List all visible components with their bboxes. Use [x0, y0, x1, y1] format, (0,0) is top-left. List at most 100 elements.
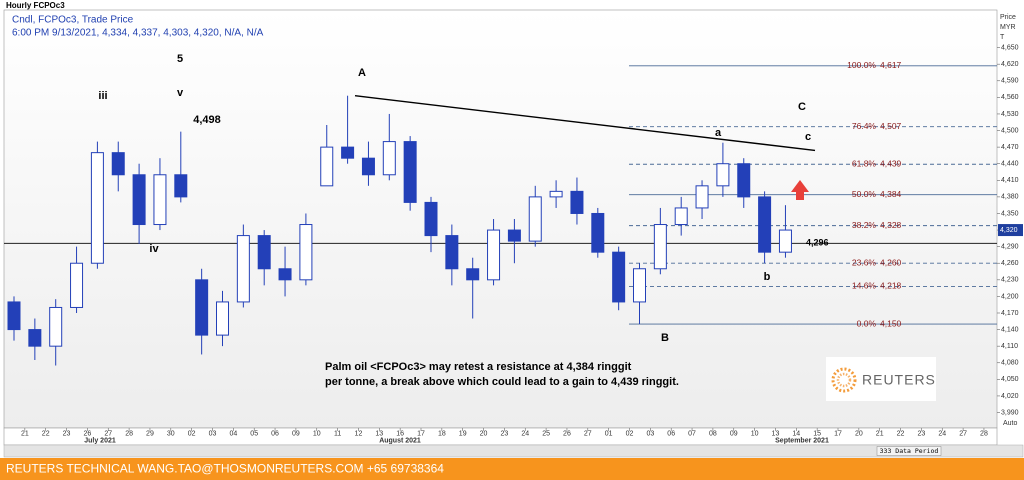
candle-body: [320, 146, 334, 187]
y-tick-label: 4,440: [1001, 161, 1019, 168]
wave-label: v: [177, 87, 184, 99]
candle-body: [236, 235, 250, 303]
wave-label: 4,498: [193, 114, 221, 126]
fib-percent: 14.6%: [852, 281, 877, 291]
x-tick-label: 26: [563, 430, 571, 437]
x-tick-label: 01: [605, 430, 613, 437]
fib-percent: 38.2%: [852, 220, 877, 230]
x-tick-label: 24: [938, 430, 946, 437]
x-tick-label: 18: [438, 430, 446, 437]
x-tick-label: 06: [667, 430, 675, 437]
candle-body: [633, 268, 646, 303]
candle-body: [445, 235, 459, 270]
fib-percent: 100.0%: [847, 60, 876, 70]
fib-percent: 61.8%: [852, 159, 877, 169]
wave-label: A: [358, 67, 366, 79]
y-tick-label: 4,050: [1001, 376, 1019, 383]
x-tick-label: 11: [334, 430, 341, 437]
wave-label: a: [715, 127, 722, 139]
y-tick-label: 4,500: [1001, 127, 1019, 134]
price-info: 6:00 PM 9/13/2021, 4,334, 4,337, 4,303, …: [12, 28, 264, 39]
candle-body: [111, 152, 125, 176]
candle-body: [278, 268, 292, 281]
x-tick-label: 23: [501, 430, 509, 437]
candle-body: [195, 279, 209, 336]
fib-value: 4,150: [880, 318, 902, 328]
y-tick-label: 4,140: [1001, 326, 1019, 333]
chart-title: Hourly FCPOc3: [6, 1, 65, 10]
y-tick-label: 4,560: [1001, 94, 1019, 101]
footer: REUTERS TECHNICAL WANG.TAO@THOSMONREUTER…: [6, 462, 444, 476]
fib-value: 4,439: [880, 159, 902, 169]
y-tick-label: 4,380: [1001, 194, 1019, 201]
month-label: July 2021: [84, 437, 116, 444]
candle-body: [7, 301, 21, 331]
x-tick-label: 28: [980, 430, 988, 437]
x-tick-label: 22: [42, 430, 50, 437]
y-tick-label: 4,350: [1001, 210, 1019, 217]
x-tick-label: 23: [63, 430, 71, 437]
y-tick-label: 4,470: [1001, 144, 1019, 151]
fib-value: 4,507: [880, 121, 902, 131]
logo-mark: [831, 367, 857, 393]
candle-body: [737, 163, 751, 198]
logo: REUTERS: [826, 357, 936, 401]
y-tick-label: 4,230: [1001, 277, 1019, 284]
candle-body: [674, 207, 688, 226]
chart-subtitle: Cndl, FCPOc3, Trade Price: [12, 15, 134, 26]
y-tick-label: 3,990: [1001, 409, 1019, 416]
candle-body: [153, 174, 167, 226]
y-label: Price: [1000, 14, 1016, 21]
x-tick-label: 13: [772, 430, 780, 437]
candle-body: [487, 229, 501, 281]
data-period: 333 Data Period: [880, 447, 939, 455]
current-price-box: [998, 224, 1023, 237]
candle-body: [549, 190, 563, 198]
x-tick-label: 05: [250, 430, 258, 437]
x-tick-label: 14: [792, 430, 800, 437]
fib-value: 4,260: [880, 257, 902, 267]
current-price-label: 4,320: [1000, 227, 1018, 234]
candle-body: [70, 262, 84, 308]
candle-body: [90, 152, 104, 264]
wave-label: iii: [98, 90, 107, 102]
logo-box: [826, 357, 936, 401]
support-label: 4,296: [806, 238, 829, 248]
note: per tonne, a break above which could lea…: [325, 376, 679, 388]
x-tick-label: 08: [709, 430, 717, 437]
y-tick-label: 4,020: [1001, 393, 1019, 400]
x-tick-label: 09: [730, 430, 738, 437]
month-label: August 2021: [379, 437, 421, 444]
x-tick-label: 16: [396, 430, 404, 437]
wave-label: 5: [177, 53, 183, 65]
fib-percent: 0.0%: [857, 318, 877, 328]
candle-body: [299, 224, 313, 281]
x-tick-label: 28: [125, 430, 133, 437]
wave-label: B: [661, 332, 669, 344]
y-tick-label: 4,110: [1001, 343, 1018, 350]
y-label: MYR: [1000, 24, 1016, 31]
x-tick-label: 04: [229, 430, 237, 437]
x-tick-label: 22: [897, 430, 905, 437]
candle-body: [466, 268, 480, 281]
candle-body: [341, 146, 355, 159]
candle-body: [174, 174, 188, 198]
x-tick-label: 19: [459, 430, 467, 437]
fib-value: 4,218: [880, 281, 902, 291]
x-tick-label: 23: [918, 430, 926, 437]
y-tick-label: 4,590: [1001, 78, 1019, 85]
footer-bar: [0, 458, 1024, 480]
x-tick-label: 24: [521, 430, 529, 437]
x-tick-label: 27: [104, 430, 112, 437]
x-tick-label: 17: [834, 430, 842, 437]
wave-label: b: [764, 271, 771, 283]
fib-value: 4,384: [880, 189, 902, 199]
candle-body: [570, 190, 584, 214]
y-tick-label: 4,080: [1001, 360, 1019, 367]
wave-label: C: [798, 101, 806, 113]
month-label: September 2021: [775, 437, 829, 444]
arrow: [791, 180, 809, 200]
fib-percent: 23.6%: [852, 257, 877, 267]
candle-body: [653, 224, 667, 270]
